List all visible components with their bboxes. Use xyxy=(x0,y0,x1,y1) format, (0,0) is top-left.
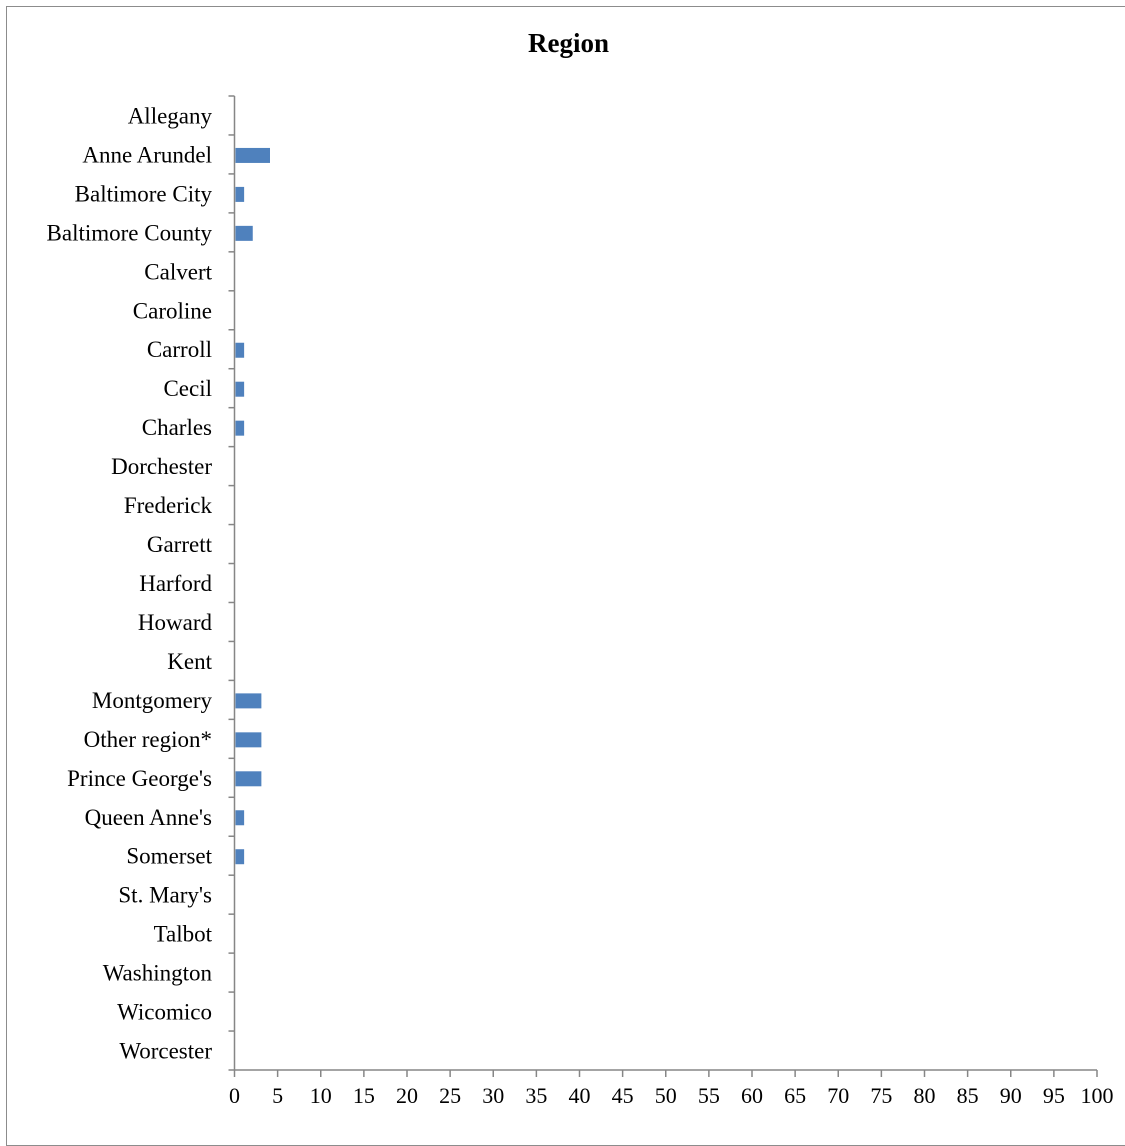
x-tick-label: 40 xyxy=(569,1083,591,1108)
x-tick-label: 0 xyxy=(229,1083,240,1108)
category-label: Cecil xyxy=(163,376,212,401)
x-tick-label: 10 xyxy=(310,1083,332,1108)
category-label: Somerset xyxy=(126,844,212,869)
category-label: Other region* xyxy=(84,727,212,752)
x-tick-label: 45 xyxy=(612,1083,634,1108)
bar xyxy=(235,186,245,202)
chart-title: Region xyxy=(528,28,609,58)
category-label: Frederick xyxy=(124,493,213,518)
category-label: Kent xyxy=(167,649,212,674)
x-tick-label: 70 xyxy=(827,1083,849,1108)
bar xyxy=(235,381,245,397)
category-label: Dorchester xyxy=(111,454,212,479)
x-tick-label: 15 xyxy=(353,1083,375,1108)
chart-frame xyxy=(6,6,1125,1146)
bar xyxy=(235,732,262,748)
category-label: St. Mary's xyxy=(118,883,212,908)
category-label: Wicomico xyxy=(117,1000,212,1025)
bar xyxy=(235,771,262,787)
category-label: Charles xyxy=(142,415,212,440)
category-label: Howard xyxy=(138,610,213,635)
category-label: Baltimore City xyxy=(75,181,213,206)
bar xyxy=(235,225,253,241)
axes xyxy=(228,95,1098,1077)
category-label: Allegany xyxy=(128,103,213,128)
category-label: Montgomery xyxy=(92,688,213,713)
category-label: Garrett xyxy=(147,532,213,557)
x-tick-label: 50 xyxy=(655,1083,677,1108)
category-labels: Allegany Anne Arundel Baltimore City Baltim… xyxy=(47,103,213,1063)
bar xyxy=(235,849,245,865)
x-tick-label: 95 xyxy=(1043,1083,1065,1108)
category-label: Baltimore County xyxy=(47,220,213,245)
bar xyxy=(235,693,262,709)
x-tick-label: 90 xyxy=(1000,1083,1022,1108)
x-tick-labels: 0 5 10 15 20 25 30 35 40 45 50 55 60 65 70 75 80 85 90 95 10… xyxy=(229,1083,1114,1108)
x-tick-label: 65 xyxy=(784,1083,806,1108)
x-tick-label: 85 xyxy=(957,1083,979,1108)
category-label: Worcester xyxy=(119,1039,212,1064)
x-tick-label: 25 xyxy=(439,1083,461,1108)
category-label: Washington xyxy=(103,961,213,986)
x-tick-label: 20 xyxy=(396,1083,418,1108)
bar xyxy=(235,810,245,826)
x-tick-label: 30 xyxy=(482,1083,504,1108)
category-label: Talbot xyxy=(154,922,213,947)
x-tick-label: 35 xyxy=(525,1083,547,1108)
category-label: Calvert xyxy=(144,259,212,284)
bars xyxy=(235,147,270,865)
bar xyxy=(235,420,245,436)
category-label: Carroll xyxy=(147,337,212,362)
x-tick-label: 60 xyxy=(741,1083,763,1108)
category-label: Anne Arundel xyxy=(82,142,212,167)
category-label: Harford xyxy=(139,571,212,596)
x-tick-label: 75 xyxy=(870,1083,892,1108)
category-label: Prince George's xyxy=(67,766,212,791)
x-tick-label: 5 xyxy=(272,1083,283,1108)
category-label: Caroline xyxy=(133,298,212,323)
bar xyxy=(235,147,270,163)
x-tick-label: 100 xyxy=(1081,1083,1114,1108)
x-tick-label: 80 xyxy=(914,1083,936,1108)
category-label: Queen Anne's xyxy=(85,805,212,830)
x-tick-label: 55 xyxy=(698,1083,720,1108)
bar xyxy=(235,342,245,358)
